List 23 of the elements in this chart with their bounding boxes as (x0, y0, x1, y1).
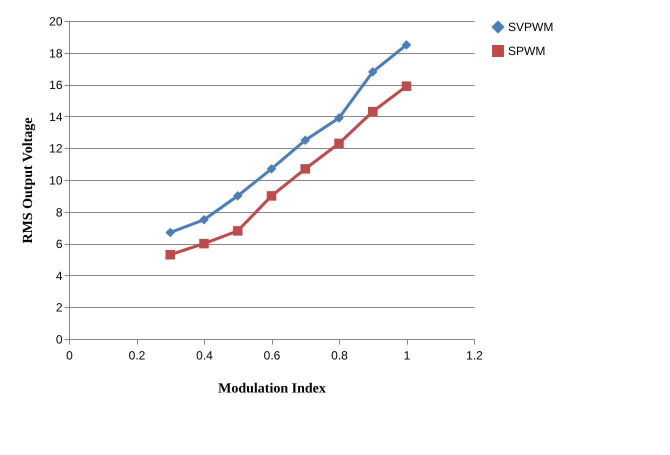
x-tick-label: 0.6 (264, 348, 281, 362)
y-tick-label: 12 (49, 142, 63, 156)
x-axis-title: Modulation Index (218, 382, 326, 396)
y-tick-label: 6 (56, 237, 63, 252)
x-tick-label: 0.2 (128, 348, 146, 362)
legend-label: SVPWM (508, 20, 554, 34)
x-tick-label: 0.4 (196, 348, 214, 362)
y-tick-label: 10 (49, 174, 63, 188)
y-tick-label: 2 (56, 300, 63, 315)
y-tick-label: 0 (56, 332, 63, 346)
x-tick-label: 0 (66, 348, 74, 362)
y-tick-label: 18 (49, 46, 63, 60)
x-tick-label: 1 (404, 348, 411, 362)
y-tick-label: 4 (56, 268, 63, 283)
x-tick-label: 0.8 (331, 348, 348, 362)
y-axis-title: RMS Output Voltage (21, 117, 36, 244)
y-tick-label: 20 (49, 14, 63, 28)
legend-label: SPWM (508, 44, 546, 58)
y-tick-label: 8 (56, 205, 63, 220)
point (166, 250, 175, 260)
y-tick-label: 14 (49, 110, 63, 124)
x-tick-label: 1.2 (466, 348, 484, 362)
y-tick-label: 16 (49, 78, 63, 92)
